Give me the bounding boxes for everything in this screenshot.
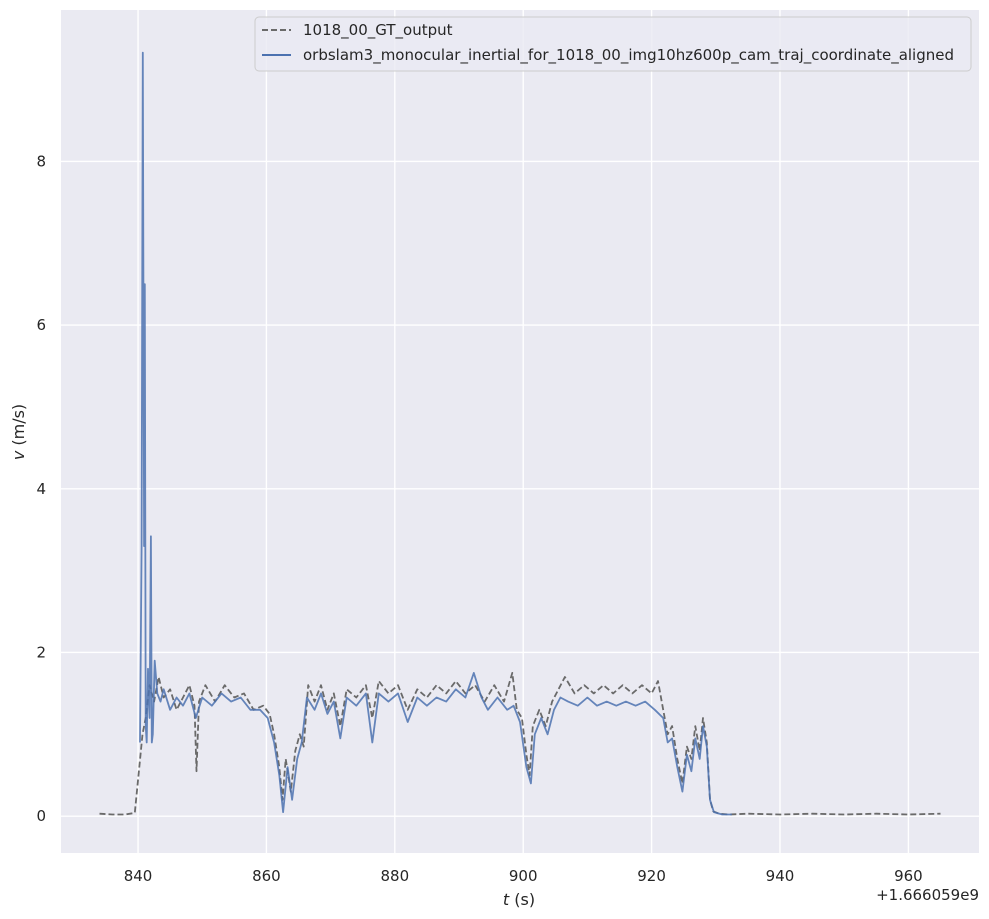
legend-label-orbslam3: orbslam3_monocular_inertial_for_1018_00_… — [303, 46, 954, 65]
x-tick-label: 860 — [252, 867, 281, 885]
y-tick-label: 2 — [36, 643, 46, 661]
plot-area — [61, 10, 979, 853]
x-axis-symbol: t — [503, 890, 510, 909]
x-axis-label: t (s) — [503, 890, 535, 909]
legend: 1018_00_GT_output orbslam3_monocular_ine… — [254, 16, 972, 72]
x-tick-label: 840 — [124, 867, 153, 885]
x-tick-label: 940 — [766, 867, 795, 885]
x-tick-label: 900 — [509, 867, 538, 885]
legend-label-gt: 1018_00_GT_output — [303, 21, 453, 40]
orbslam3-series-line — [139, 51, 732, 816]
x-tick-labels: 840 860 880 900 920 940 960 — [124, 867, 923, 885]
y-tick-label: 8 — [36, 152, 46, 170]
x-axis-offset: +1.666059e9 — [876, 886, 979, 904]
x-tick-label: 960 — [894, 867, 923, 885]
y-tick-labels: 0 2 4 6 8 — [36, 152, 46, 825]
gt-series-line — [99, 672, 941, 816]
x-tick-label: 920 — [637, 867, 666, 885]
y-axis-label: v (m/s) — [9, 404, 28, 460]
x-axis-unit: (s) — [509, 890, 535, 909]
y-tick-label: 6 — [36, 316, 46, 334]
y-tick-label: 4 — [36, 480, 46, 498]
grid-lines — [61, 10, 979, 853]
series-layer — [99, 51, 941, 816]
y-tick-label: 0 — [36, 807, 46, 825]
y-axis-symbol: v — [9, 450, 28, 460]
legend-box — [254, 16, 972, 72]
y-axis-unit: (m/s) — [9, 404, 28, 451]
x-tick-label: 880 — [380, 867, 409, 885]
